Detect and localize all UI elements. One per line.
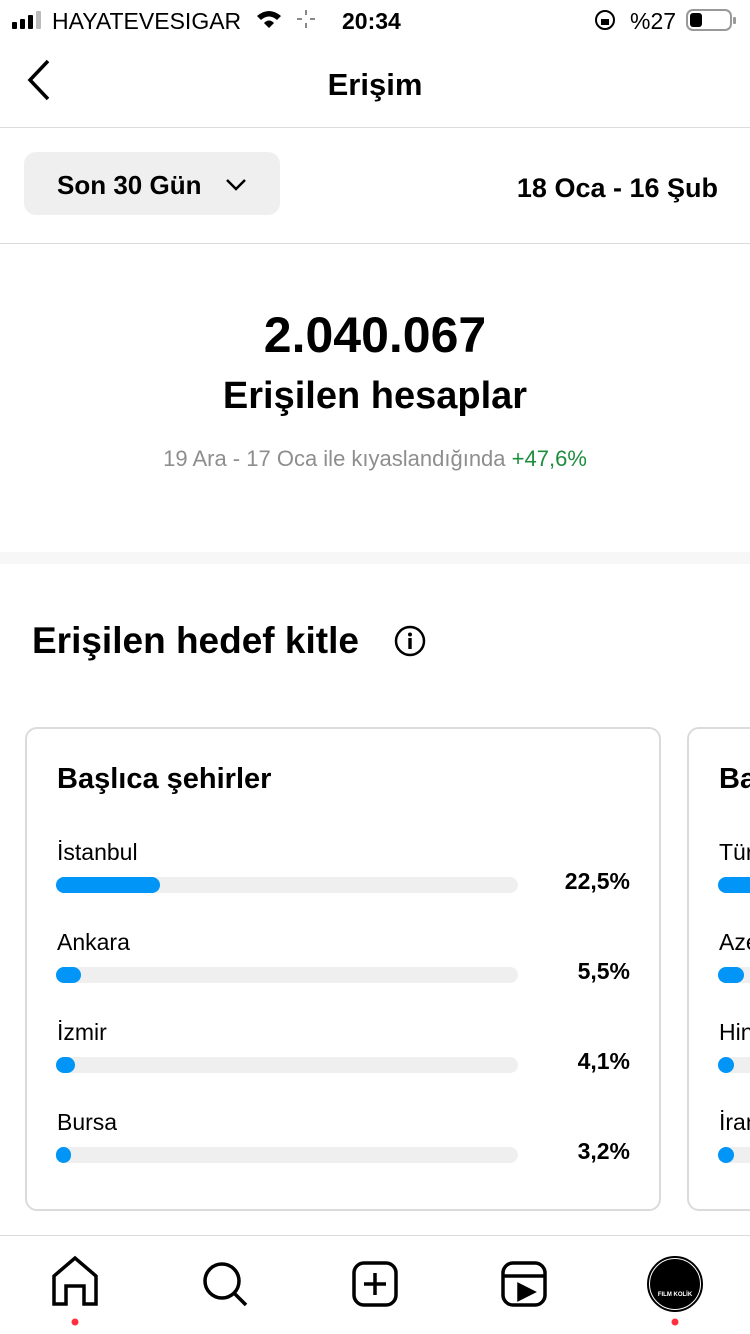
country-name: Aze <box>719 929 750 955</box>
bar <box>56 1057 75 1073</box>
home-tab[interactable] <box>52 1255 98 1306</box>
bar <box>718 967 744 983</box>
date-range: 18 Oca - 16 Şub <box>516 173 718 203</box>
bar <box>56 877 160 893</box>
divider <box>0 243 750 244</box>
bar <box>56 1147 71 1163</box>
carrier: HAYATEVESIGAR <box>52 8 242 34</box>
total-label: Erişilen hesaplar <box>222 375 528 417</box>
battery-text: %27 <box>630 8 677 34</box>
city-name: İstanbul <box>57 839 138 865</box>
city-name: Ankara <box>57 929 130 955</box>
comparison: 19 Ara - 17 Oca ile kıyaslandığında +47,… <box>0 446 750 472</box>
lock-icon <box>595 10 615 30</box>
wifi-icon <box>257 10 315 28</box>
create-tab[interactable] <box>352 1261 398 1307</box>
section-title: Erişilen hedef kitle <box>32 620 359 661</box>
section-separator <box>0 552 750 564</box>
page-title: Erişim <box>327 67 423 102</box>
clock: 20:34 <box>342 8 401 34</box>
bar-track <box>56 967 518 983</box>
period-label: Son 30 Gün <box>57 170 202 200</box>
profile-tab[interactable]: FILM KOLİK <box>647 1256 703 1312</box>
info-button[interactable] <box>394 625 426 657</box>
bar <box>56 967 82 983</box>
divider <box>0 1235 750 1236</box>
bar-track <box>56 1147 518 1163</box>
search-tab[interactable] <box>203 1262 248 1307</box>
bar-track <box>56 877 518 893</box>
change: +47,6% <box>511 446 587 471</box>
card-title: Başlıca şehirler <box>57 763 272 795</box>
percentage: 4,1% <box>577 1048 630 1074</box>
bar <box>718 1147 734 1163</box>
divider <box>0 127 750 128</box>
countries-card: Ba Tür Aze Hin İran <box>687 727 750 1211</box>
cities-card: Başlıca şehirler İstanbul 22,5% Ankara 5,5%… <box>25 727 661 1211</box>
battery-icon <box>686 9 736 31</box>
bar <box>718 1057 734 1073</box>
profile-label: FILM KOLİK <box>658 1291 693 1298</box>
comparison-text: 19 Ara - 17 Oca ile kıyaslandığında <box>163 446 506 471</box>
notification-dot <box>671 1318 679 1326</box>
bar <box>718 877 750 893</box>
country-name: Hin <box>719 1019 750 1045</box>
bottom-nav: FILM KOLİK <box>52 1255 703 1326</box>
signal-icon <box>12 11 41 29</box>
notification-dot <box>71 1318 79 1326</box>
city-name: İzmir <box>57 1019 107 1045</box>
percentage: 5,5% <box>577 958 630 984</box>
percentage: 22,5% <box>564 868 630 894</box>
back-button[interactable] <box>24 58 54 104</box>
total-reach: 2.040.067 <box>263 307 487 363</box>
country-name: İran <box>719 1109 750 1135</box>
chevron <box>226 179 246 191</box>
bar-track <box>56 1057 518 1073</box>
reels-tab[interactable] <box>501 1261 547 1307</box>
countries-card-clip: Ba Tür Aze Hin İran <box>687 727 750 1211</box>
card-title: Ba <box>719 763 750 795</box>
percentage: 3,2% <box>577 1138 630 1164</box>
country-name: Tür <box>719 839 750 865</box>
period-dropdown[interactable]: Son 30 Gün <box>24 152 280 215</box>
city-name: Bursa <box>57 1109 118 1135</box>
